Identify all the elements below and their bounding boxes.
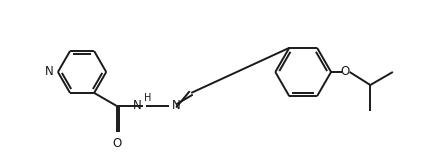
Text: N: N <box>45 66 53 78</box>
Text: O: O <box>340 66 350 78</box>
Text: O: O <box>112 137 121 150</box>
Text: N: N <box>172 99 180 112</box>
Text: H: H <box>144 93 151 103</box>
Text: N: N <box>133 99 142 112</box>
